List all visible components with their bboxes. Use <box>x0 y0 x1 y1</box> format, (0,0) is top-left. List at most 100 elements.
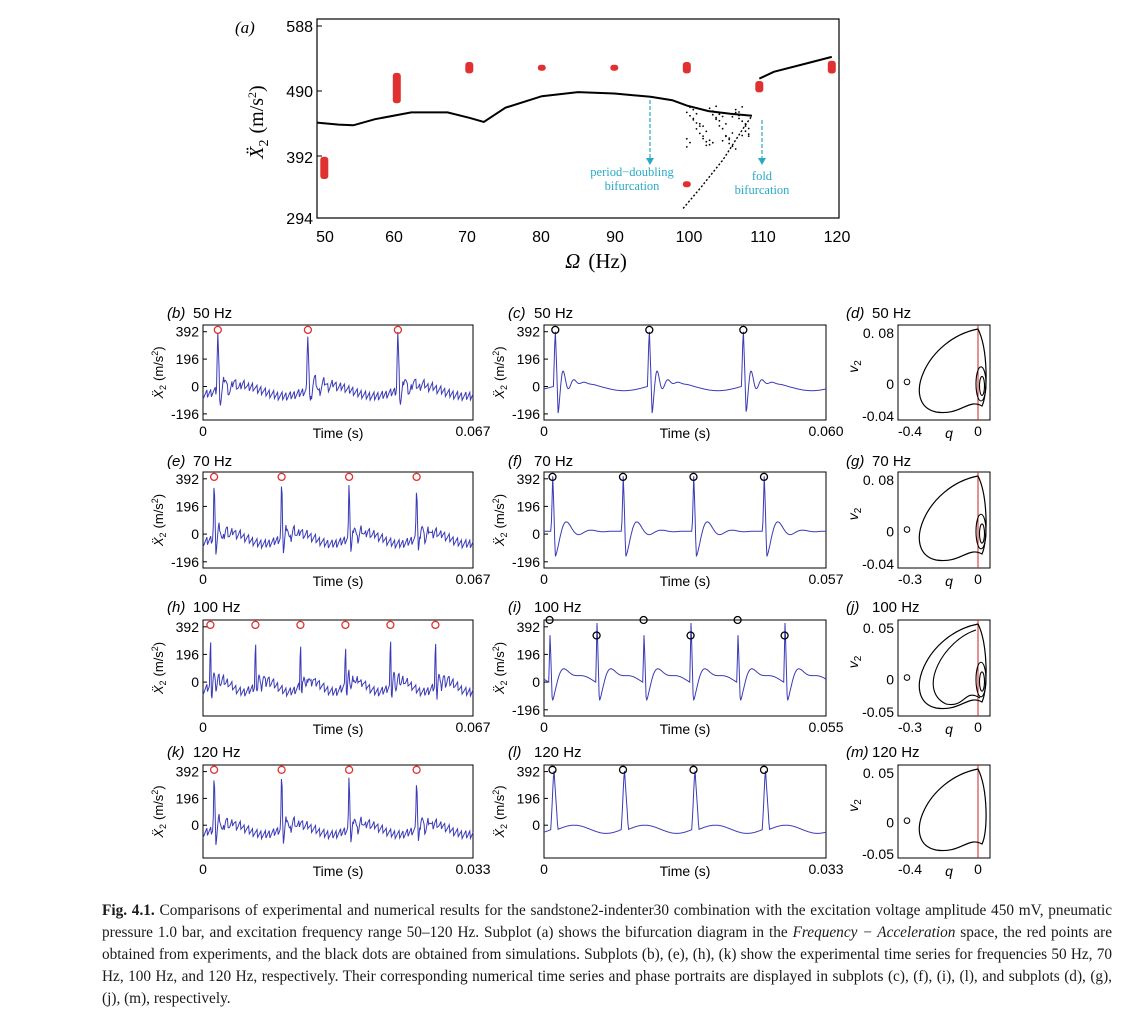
ytick: -196 <box>512 554 540 570</box>
fold-label-line2: bifurcation <box>735 183 791 197</box>
simulation-point <box>741 106 744 108</box>
experiment-point <box>682 181 691 188</box>
ytick: 392 <box>517 471 541 487</box>
xtick: 100 <box>676 229 703 246</box>
ytick: 196 <box>176 351 200 367</box>
simulation-point <box>747 127 750 130</box>
xtick-end: 0.067 <box>455 423 490 439</box>
xtick: 0 <box>974 719 982 735</box>
xtick: 0 <box>974 571 982 587</box>
xtick-start: 0 <box>199 423 207 439</box>
simulation-point <box>692 117 695 120</box>
xtick-start: 0 <box>540 719 548 735</box>
panel-g-ylabel: v2 <box>845 507 864 520</box>
ytick: 196 <box>176 498 200 514</box>
peak-marker <box>739 325 748 335</box>
panel-a-yticks: 588 490 392 294 <box>286 19 313 228</box>
simulation-branch-upper <box>758 55 833 80</box>
simulation-point <box>721 127 724 130</box>
panel-h: (h) 100 Hz 392 196 0 Ẍ2(m/s2) 0 0.067 Time (s) <box>150 599 491 737</box>
panel-h-ylabel: Ẍ2(m/s2) <box>150 642 168 695</box>
peak-marker <box>689 472 698 482</box>
panel-c-label: (c) <box>508 305 526 322</box>
panel-h-frame <box>202 619 474 717</box>
ytick: 196 <box>517 498 541 514</box>
time-series-trace <box>202 485 474 555</box>
peak-marker <box>393 325 403 335</box>
panel-a-label: (a) <box>235 18 255 37</box>
peak-marker <box>545 615 554 625</box>
xtick-start: 0 <box>199 571 207 587</box>
ytick: 392 <box>176 619 200 635</box>
simulation-point <box>721 115 724 118</box>
simulation-point <box>692 108 695 111</box>
panel-f-frame <box>543 471 827 569</box>
experiment-point <box>827 60 836 74</box>
simulation-point <box>728 138 731 141</box>
simulation-point <box>685 146 688 148</box>
ytick: 392 <box>176 324 200 340</box>
experiment-point <box>610 64 619 71</box>
caption-text-1: Comparisons of experimental and numerica… <box>102 902 1112 941</box>
panel-b-ylabel: Ẍ2(m/s2) <box>150 346 168 399</box>
ytick: 0 <box>886 376 894 392</box>
caption-text-2: space, the red points are obtained from … <box>102 924 1112 1007</box>
ytick: 392 <box>176 471 200 487</box>
ytick: 294 <box>286 211 313 228</box>
panel-b-title: 50 Hz <box>193 305 232 322</box>
panel-i-xlabel: Time (s) <box>660 721 711 737</box>
panel-a-frame <box>316 18 840 219</box>
xtick-start: 0 <box>540 423 548 439</box>
simulation-point <box>705 140 708 143</box>
ytick: -0.05 <box>862 704 894 720</box>
peak-marker <box>592 631 601 640</box>
xtick: -0.4 <box>898 861 922 877</box>
poincare-marker <box>903 526 911 533</box>
panel-l-xlabel: Time (s) <box>660 863 711 879</box>
xtick: 70 <box>458 229 476 246</box>
simulation-point <box>734 148 737 150</box>
xtick: 120 <box>824 229 851 246</box>
xtick: 80 <box>532 229 550 246</box>
panel-j-title: 100 Hz <box>872 599 920 616</box>
panel-k-title: 120 Hz <box>193 744 241 761</box>
panel-f-xlabel: Time (s) <box>660 573 711 589</box>
peak-marker <box>759 765 769 774</box>
xtick: 0 <box>974 861 982 877</box>
ytick: 0 <box>532 674 540 690</box>
panel-i-frame <box>543 619 827 717</box>
bifurcation-plot-area <box>316 55 836 209</box>
simulation-point <box>715 105 717 108</box>
panel-m-xlabel: q <box>945 863 953 879</box>
simulation-point <box>715 116 717 119</box>
ytick: 588 <box>286 19 313 36</box>
poincare-marker <box>903 674 911 681</box>
panel-l-title: 120 Hz <box>534 744 582 761</box>
ytick: 0 <box>191 817 199 833</box>
ytick: 196 <box>176 646 200 662</box>
pd-label-line1: period−doubling <box>590 165 674 179</box>
simulation-point <box>695 127 698 130</box>
peak-marker <box>548 765 557 774</box>
simulation-point <box>698 122 701 125</box>
simulation-point <box>695 122 698 124</box>
panel-a-xlabel: Ω (Hz) <box>565 249 627 273</box>
simulation-point <box>702 135 704 138</box>
simulation-point <box>708 143 711 146</box>
ytick: 0 <box>532 379 540 395</box>
panel-f-ylabel: Ẍ2(m/s2) <box>491 494 509 547</box>
time-series-trace <box>202 331 474 406</box>
simulation-point <box>728 142 731 145</box>
ytick: 0 <box>886 672 894 688</box>
panel-d-xlabel: q <box>945 425 953 441</box>
panel-e-label: (e) <box>167 453 185 470</box>
xtick-start: 0 <box>540 861 548 877</box>
simulation-point <box>741 134 744 137</box>
simulation-point <box>702 137 704 140</box>
ytick: 0 <box>191 674 199 690</box>
panel-l-frame <box>543 764 827 859</box>
peak-marker <box>206 620 215 630</box>
